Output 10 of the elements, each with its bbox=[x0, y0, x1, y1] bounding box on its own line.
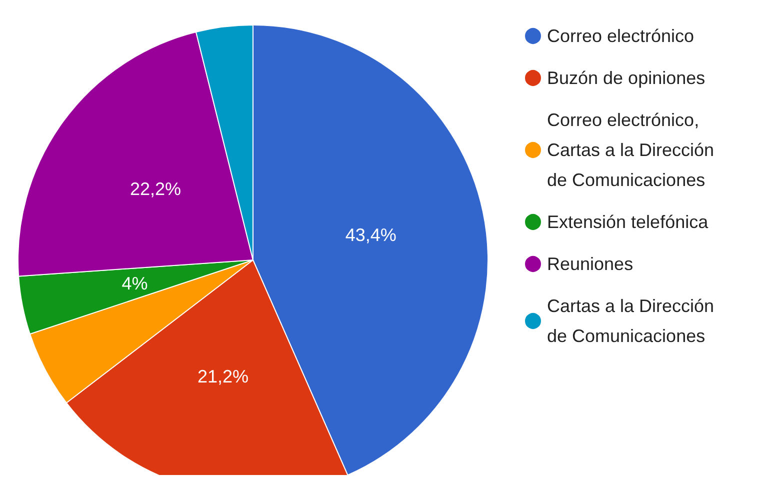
legend-label: Buzón de opiniones bbox=[547, 68, 706, 88]
legend-label: Extensión telefónica bbox=[547, 212, 710, 232]
legend-label: Correo electrónico, Cartas a la Dirección de Comunicaciones bbox=[547, 110, 720, 190]
data-label: 22,2% bbox=[130, 179, 182, 200]
legend-label: Cartas a la Dirección de Comunicaciones bbox=[547, 296, 720, 346]
data-label: 43,4% bbox=[345, 225, 396, 246]
legend-label: Reuniones bbox=[547, 254, 634, 274]
legend-label: Correo electrónico bbox=[547, 26, 694, 46]
data-label: 4% bbox=[122, 273, 148, 294]
data-label: 21,2% bbox=[198, 366, 249, 387]
